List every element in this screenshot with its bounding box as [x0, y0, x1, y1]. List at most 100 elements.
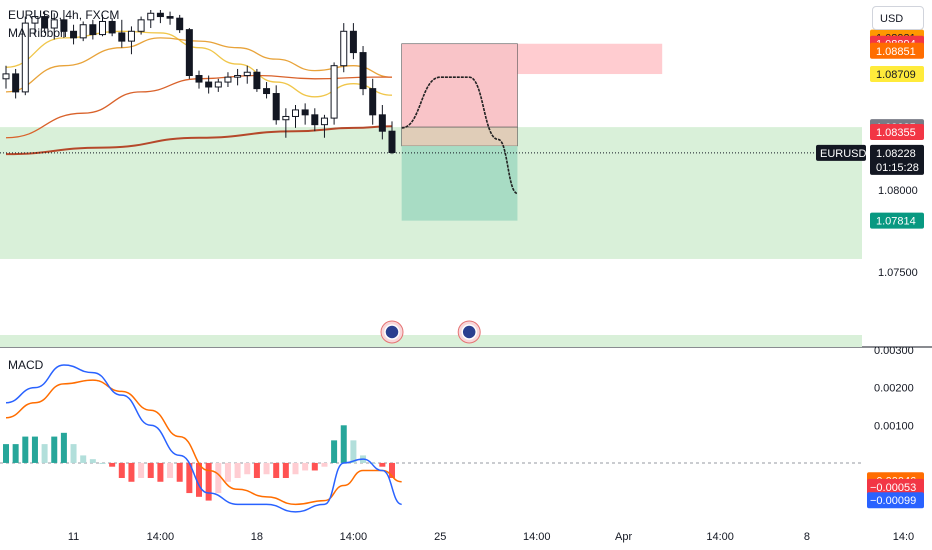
macd-histogram-bar	[379, 462, 386, 467]
price-tag[interactable]: 1.08851	[870, 42, 924, 59]
candle-15	[147, 10, 155, 29]
position-zones	[0, 43, 862, 347]
candle-9	[89, 19, 97, 40]
candle-8	[79, 21, 87, 42]
candle-body-down	[378, 114, 386, 132]
last-price-bg	[870, 144, 924, 175]
currency-button[interactable]: USD	[872, 6, 924, 30]
macd-histogram-bar	[311, 462, 318, 471]
countdown-label: 01:15:28	[876, 162, 919, 174]
macd-histogram-bar	[3, 444, 9, 463]
lower-zone-strip	[0, 335, 862, 347]
candle-body-down	[359, 52, 367, 90]
macd-tick-label: 0.00100	[874, 420, 914, 432]
time-axis[interactable]: 11 14:00 18 14:00 25 14:00 Apr 14:00 8 14:0	[68, 531, 914, 543]
candle-body-down	[301, 109, 309, 116]
event-flag	[461, 324, 477, 340]
macd-histogram-bar	[60, 432, 67, 463]
price-axis[interactable]: 1.080001.075001.089311.088941.088511.087…	[816, 29, 924, 279]
candle-34	[330, 62, 338, 125]
macd-histogram-bar	[389, 462, 395, 478]
symbol-legend[interactable]: EURUSD, 4h, FXCM	[8, 8, 120, 22]
event-icons[interactable]	[380, 320, 481, 344]
price-tick-label: 1.08000	[878, 185, 918, 197]
price-tag-label: 1.08709	[876, 69, 916, 81]
candle-body-down	[388, 130, 396, 153]
candle-body-down	[176, 17, 184, 31]
candle-body-up	[137, 19, 145, 32]
candle-24	[234, 68, 242, 86]
candle-11	[108, 18, 116, 37]
time-tick-label: 14:00	[340, 531, 368, 543]
candle-body-up	[330, 65, 338, 119]
candle-32	[311, 108, 319, 132]
time-tick-label: 11	[68, 531, 79, 543]
symbol-tag[interactable]: EURUSD	[816, 144, 867, 161]
ma-line-3	[5, 74, 392, 139]
time-tick-label: 14:00	[706, 531, 734, 543]
price-tag-label: 1.08355	[876, 127, 916, 139]
macd-histogram-bar	[215, 462, 222, 494]
macd-histogram-bar	[253, 462, 260, 478]
price-tag[interactable]: 1.08709	[870, 66, 924, 83]
macd-tag[interactable]: −0.00099	[867, 492, 924, 509]
time-tick-label: 14:00	[147, 531, 175, 543]
candle-22	[214, 78, 222, 92]
event-flag-icon[interactable]	[457, 320, 481, 344]
macd-histogram-bar	[263, 462, 270, 475]
candle-17	[166, 11, 174, 25]
candle-body-down	[369, 88, 377, 116]
macd-pane	[0, 364, 862, 513]
candle-body-down	[166, 16, 174, 19]
candle-body-up	[243, 71, 251, 77]
macd-tag[interactable]: −0.00053	[867, 478, 924, 495]
projection-arc	[401, 76, 518, 195]
candle-7	[70, 24, 78, 45]
macd-histogram-bar	[147, 462, 154, 478]
candle-body-up	[292, 109, 299, 117]
macd-tick-label: 0.00300	[874, 345, 914, 357]
candle-25	[243, 65, 251, 84]
candle-4	[41, 11, 49, 33]
candle-30	[292, 105, 299, 128]
macd-histogram-bar	[350, 440, 357, 463]
time-tick-label: 18	[251, 531, 263, 543]
price-tag-bg	[870, 66, 924, 83]
candle-body-down	[272, 93, 280, 121]
macd-legend[interactable]: MACD	[8, 358, 44, 372]
symbol-tag-bg	[816, 144, 866, 161]
candle-37	[359, 46, 367, 96]
macd-histogram-bar	[167, 462, 174, 478]
indicator-legend[interactable]: MA Ribbon	[8, 26, 67, 40]
macd-axis[interactable]: 0.003000.002000.00100−0.00046−0.00053−0.…	[867, 345, 924, 509]
macd-histogram-bar	[99, 462, 106, 464]
candle-39	[378, 105, 386, 140]
time-tick-label: Apr	[615, 531, 632, 543]
macd-histogram-bar	[244, 462, 251, 475]
macd-histogram-bar	[282, 462, 289, 478]
symbol-tag-label: EURUSD	[820, 148, 867, 160]
macd-line	[5, 364, 402, 513]
macd-histogram-bar	[51, 436, 58, 463]
candle-body-down	[118, 32, 126, 42]
macd-histogram-bar	[109, 462, 116, 467]
macd-histogram-bar	[369, 462, 376, 464]
price-tag[interactable]: 1.07814	[870, 212, 924, 229]
event-flag-icon[interactable]	[380, 320, 404, 344]
candle-27	[263, 82, 271, 99]
candle-body-down	[108, 20, 116, 34]
last-price-tag[interactable]: 1.08228 01:15:28	[870, 144, 924, 175]
macd-tag-label: −0.00053	[870, 482, 916, 494]
candle-19	[185, 28, 193, 79]
candle-body-down	[311, 114, 319, 126]
candle-body-down	[349, 30, 357, 54]
candle-3	[31, 10, 39, 35]
price-tag[interactable]: 1.08355	[870, 124, 924, 141]
price-tag-label: 1.08851	[876, 46, 916, 58]
candle-body-up	[340, 30, 348, 67]
take-profit-area	[401, 146, 518, 221]
candle-14	[137, 16, 145, 35]
macd-histogram-bar	[292, 462, 299, 475]
macd-histogram-bar	[321, 462, 328, 467]
